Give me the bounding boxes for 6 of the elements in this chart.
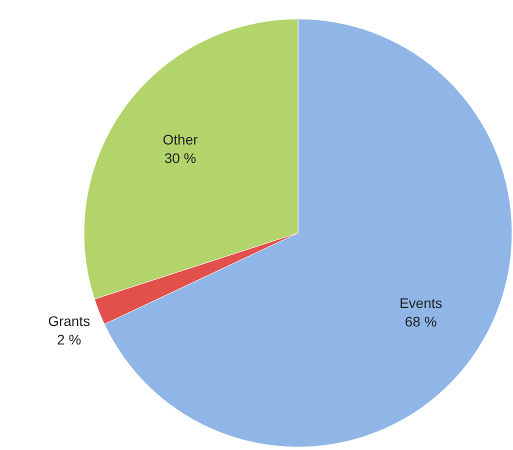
slice-label: Other [162, 132, 198, 148]
data-label: 2 % [57, 331, 82, 348]
data-label: 30 % [164, 150, 196, 166]
slice-label: Grants [48, 313, 90, 330]
slice-label: Events [399, 295, 442, 312]
data-label: 68 % [404, 313, 437, 330]
